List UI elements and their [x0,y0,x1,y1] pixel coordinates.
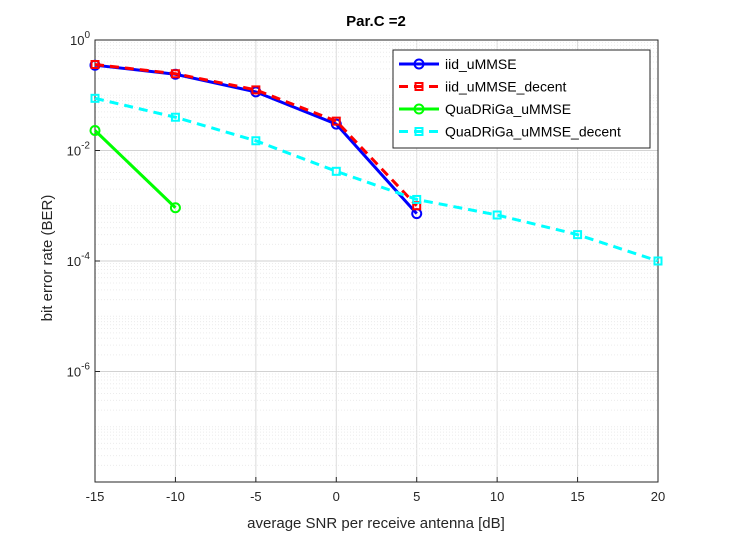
series-1 [90,60,422,211]
series-line [94,63,418,207]
legend-label: iid_uMMSE_decent [445,79,567,95]
x-tick-label: -5 [250,489,262,504]
series-group [89,59,663,266]
data-point [251,85,261,95]
series-3 [90,93,663,266]
data-point [573,230,583,240]
y-tick-label: 10-2 [67,141,91,159]
legend-marker [414,127,424,136]
x-tick-label: 15 [570,489,584,504]
legend: iid_uMMSE iid_uMMSE_decent QuaDRiGa_uMMSE Q… [392,49,651,149]
data-point [89,125,101,137]
y-tick-label: 10-6 [67,362,91,380]
y-axis-label: bit error rate (BER) [39,195,56,322]
data-point [170,69,180,79]
legend-label: QuaDRiGa_uMMSE_decent [445,124,621,140]
x-tick-label: 20 [651,489,665,504]
x-tick-label: 0 [333,489,340,504]
axis-ticks: -15 -10 -5 0 5 10 15 20 100 10-2 10-4 10-6 [67,30,666,504]
data-point [412,194,422,204]
x-tick-label: -15 [86,489,105,504]
series-line [93,129,177,209]
x-tick-label: -10 [166,489,185,504]
legend-label: iid_uMMSE [445,56,517,72]
x-axis-label: average SNR per receive antenna [dB] [247,515,505,532]
data-point [653,256,663,266]
x-tick-label: 5 [413,489,420,504]
data-point [169,202,181,214]
legend-marker [414,82,424,91]
grid [94,40,659,483]
data-point [251,136,261,146]
x-tick-label: 10 [490,489,504,504]
data-point [331,116,341,126]
series-2 [89,125,181,214]
legend-marker [413,58,425,70]
series-line [94,63,418,215]
y-tick-label: 10-4 [67,251,91,269]
data-point [90,93,100,103]
data-point [492,210,502,220]
data-point [170,112,180,122]
data-point [90,60,100,70]
legend-label: QuaDRiGa_uMMSE [445,101,571,117]
legend-marker [413,103,425,115]
y-tick-label: 100 [70,30,90,48]
data-point [331,166,341,176]
chart-title: Par.C =2 [346,13,406,30]
series-line [94,96,659,263]
